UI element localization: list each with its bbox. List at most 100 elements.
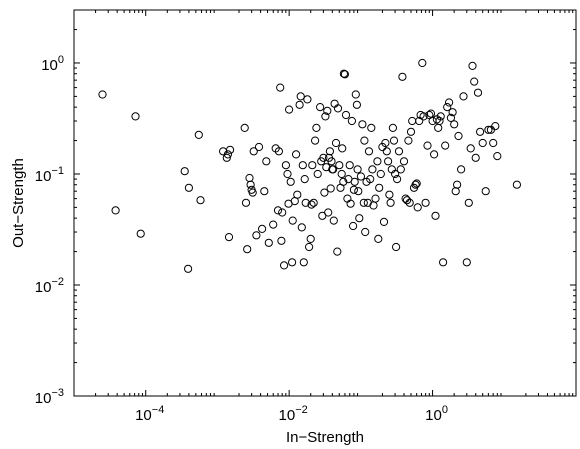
data-point bbox=[473, 88, 483, 97]
data-point bbox=[260, 187, 269, 196]
data-point bbox=[367, 123, 376, 133]
data-point bbox=[405, 198, 414, 207]
data-point bbox=[468, 61, 477, 71]
data-point bbox=[353, 165, 362, 174]
data-point bbox=[254, 142, 264, 152]
data-point bbox=[286, 177, 295, 186]
data-point bbox=[415, 116, 424, 126]
y-tick-label: 10−3 bbox=[35, 387, 64, 407]
data-point bbox=[274, 147, 283, 156]
data-point bbox=[312, 123, 321, 133]
data-point bbox=[360, 136, 369, 145]
data-point bbox=[335, 161, 344, 170]
data-point bbox=[391, 169, 400, 179]
data-point bbox=[273, 206, 283, 215]
data-point bbox=[493, 152, 502, 161]
data-point bbox=[316, 103, 325, 112]
data-point bbox=[184, 183, 193, 192]
x-tick-label: 10−4 bbox=[135, 404, 164, 424]
data-point bbox=[471, 153, 480, 162]
data-point bbox=[269, 220, 278, 229]
data-point bbox=[426, 109, 436, 118]
data-point bbox=[184, 264, 193, 273]
data-point bbox=[349, 221, 358, 231]
data-point bbox=[376, 169, 385, 179]
data-point bbox=[464, 198, 473, 207]
plot-area bbox=[73, 9, 577, 397]
data-point bbox=[311, 136, 320, 145]
data-point bbox=[327, 157, 336, 166]
tick-labels: 10−4 10−2 100 10−3 10−2 10−1 100 bbox=[35, 54, 448, 424]
data-point bbox=[355, 214, 364, 223]
data-point bbox=[325, 147, 334, 156]
data-point bbox=[351, 90, 360, 99]
data-point bbox=[388, 123, 397, 133]
data-point bbox=[439, 258, 448, 267]
data-point bbox=[341, 110, 351, 120]
data-point bbox=[262, 157, 271, 166]
x-tick-label: 10−2 bbox=[279, 404, 308, 424]
data-point bbox=[338, 144, 347, 153]
data-point bbox=[374, 234, 383, 243]
data-point bbox=[281, 161, 290, 170]
data-point bbox=[419, 112, 428, 121]
data-point bbox=[435, 116, 444, 126]
data-point bbox=[470, 77, 479, 86]
data-point bbox=[258, 224, 267, 233]
data-point bbox=[309, 198, 318, 207]
data-point bbox=[333, 247, 342, 256]
data-point bbox=[280, 261, 289, 270]
data-point bbox=[329, 165, 338, 174]
data-point bbox=[399, 157, 409, 166]
data-point bbox=[401, 194, 410, 203]
data-point bbox=[292, 150, 301, 159]
y-tick-label: 100 bbox=[41, 54, 64, 74]
data-point bbox=[386, 198, 395, 207]
data-point bbox=[404, 136, 413, 145]
data-point bbox=[489, 138, 498, 148]
data-point bbox=[389, 136, 399, 145]
data-point bbox=[350, 177, 359, 186]
data-point bbox=[481, 187, 490, 196]
x-axis-label: In−Strength bbox=[286, 429, 364, 446]
data-point bbox=[337, 169, 346, 179]
data-point bbox=[339, 69, 348, 78]
data-point bbox=[98, 90, 107, 99]
data-point bbox=[180, 167, 189, 176]
data-point bbox=[457, 165, 466, 174]
data-point bbox=[277, 236, 286, 245]
x-tick-label: 100 bbox=[425, 404, 448, 424]
data-point bbox=[194, 130, 203, 139]
data-point bbox=[466, 144, 475, 153]
data-point bbox=[264, 238, 273, 247]
data-point bbox=[478, 138, 487, 148]
data-point bbox=[243, 245, 252, 254]
data-point bbox=[356, 172, 365, 181]
data-point bbox=[462, 258, 471, 267]
data-point bbox=[358, 120, 367, 129]
data-point bbox=[371, 194, 380, 203]
data-point bbox=[223, 150, 232, 159]
data-point bbox=[226, 145, 235, 154]
data-point bbox=[288, 258, 297, 267]
data-point bbox=[320, 188, 329, 197]
data-point bbox=[241, 198, 251, 207]
data-point bbox=[445, 98, 454, 107]
data-point bbox=[446, 113, 455, 123]
data-point bbox=[240, 123, 249, 133]
data-point bbox=[333, 104, 343, 113]
data-point bbox=[313, 169, 322, 179]
data-point bbox=[306, 234, 315, 243]
data-point bbox=[349, 185, 358, 194]
data-point bbox=[276, 83, 285, 92]
data-point bbox=[288, 216, 297, 225]
data-point bbox=[441, 141, 450, 150]
data-point bbox=[308, 161, 317, 170]
data-point bbox=[323, 106, 332, 116]
data-point bbox=[352, 100, 361, 109]
data-point bbox=[423, 141, 432, 150]
data-point bbox=[406, 127, 416, 136]
data-point bbox=[324, 208, 333, 217]
data-point bbox=[252, 231, 261, 240]
